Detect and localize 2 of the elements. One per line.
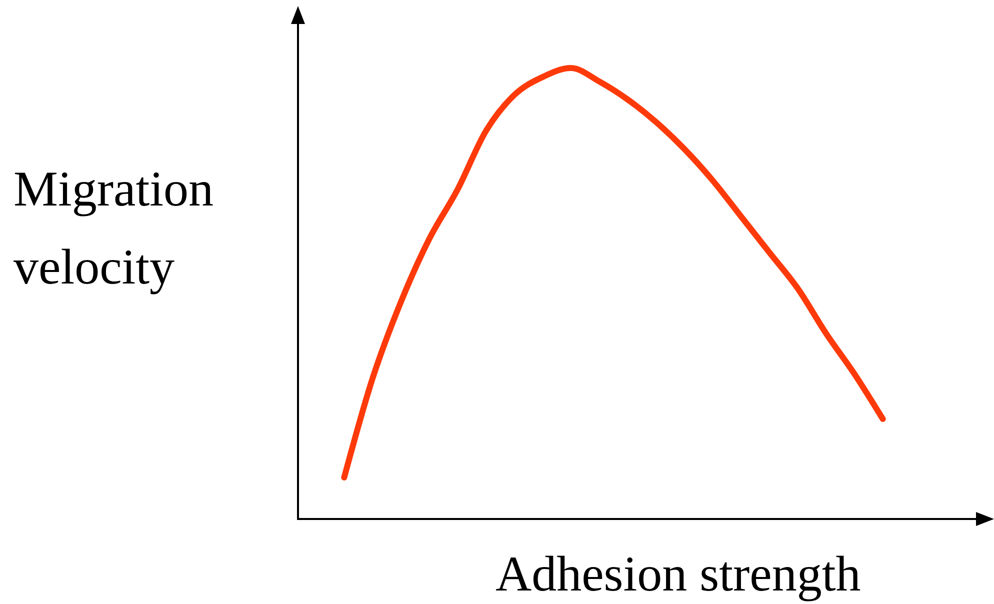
y-axis-title: Migration velocity <box>14 160 214 294</box>
x-axis-title: Adhesion strength <box>496 546 861 602</box>
